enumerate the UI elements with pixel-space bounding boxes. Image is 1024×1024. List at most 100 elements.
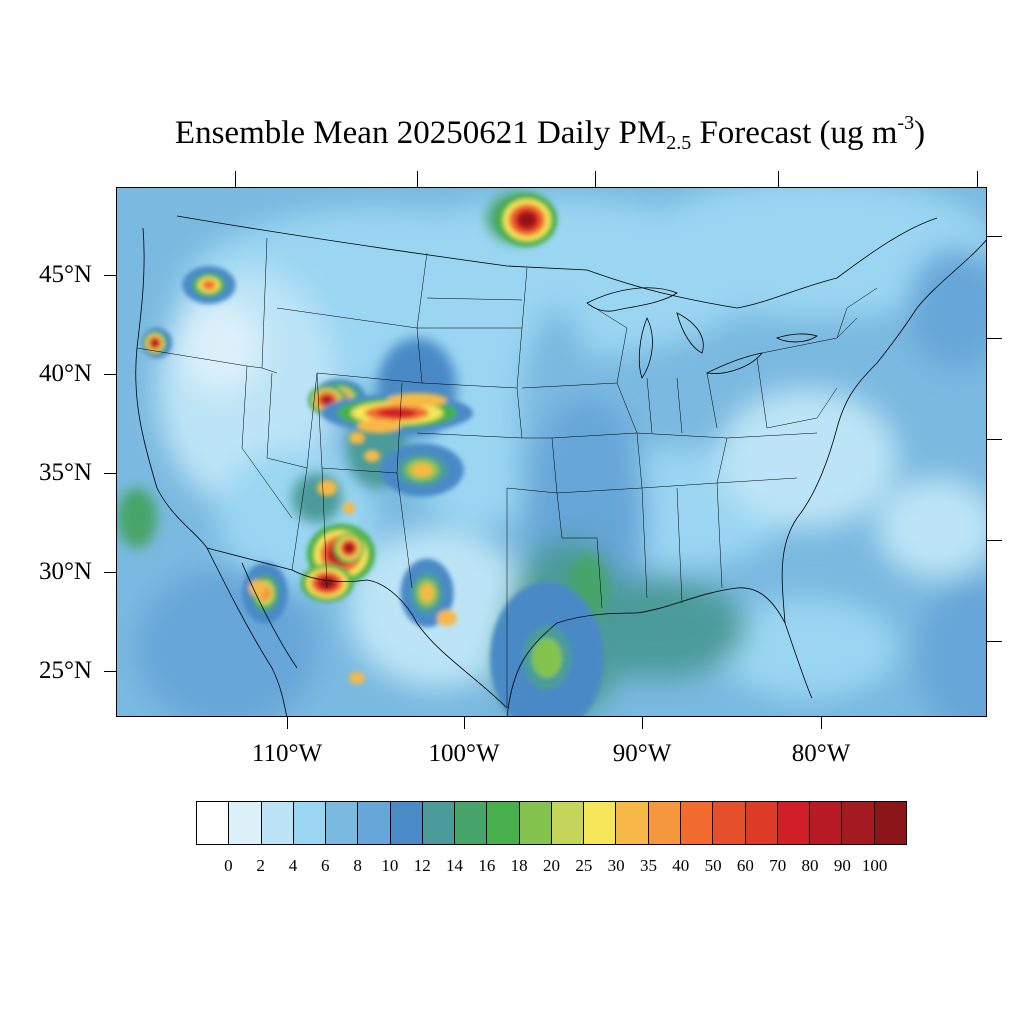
lat-label-35n: 35°N bbox=[38, 459, 92, 486]
lat-tick bbox=[104, 473, 116, 474]
new-mexico-fire-2 bbox=[333, 532, 365, 564]
lat-tick bbox=[104, 275, 116, 276]
mexico-border bbox=[206, 547, 508, 709]
gulf-coast-texas bbox=[490, 582, 604, 716]
top-tick bbox=[235, 171, 236, 187]
colorbar-tick-label: 25 bbox=[575, 856, 593, 875]
boundary-lines bbox=[135, 215, 986, 716]
colorbar-swatch bbox=[519, 802, 552, 844]
lat-label-40n: 40°N bbox=[38, 360, 92, 387]
colorbar-swatch bbox=[874, 802, 906, 844]
colorbar-swatch bbox=[551, 802, 585, 844]
hotspot-contour bbox=[317, 480, 337, 496]
lat-tick bbox=[104, 671, 116, 672]
lake-michigan bbox=[638, 317, 653, 379]
colorbar-tick-label: 8 bbox=[353, 856, 362, 875]
manitoba-fire bbox=[496, 193, 558, 247]
colorbar-swatch bbox=[422, 802, 456, 844]
colorbar-tick-label: 90 bbox=[833, 856, 851, 875]
colorbar-swatch bbox=[326, 802, 359, 844]
pm25-map bbox=[117, 188, 986, 716]
colorbar-tick-label: 50 bbox=[704, 856, 722, 875]
hotspot-contour bbox=[202, 280, 216, 290]
top-tick bbox=[417, 171, 418, 187]
colorbar-tick-label: 14 bbox=[446, 856, 464, 875]
colorbar-swatch bbox=[745, 802, 778, 844]
colorbar-tick-label: 70 bbox=[769, 856, 787, 875]
lon-label-80w: 80°W bbox=[791, 740, 851, 767]
hotspot-contour bbox=[420, 584, 434, 602]
concentration-field bbox=[137, 188, 986, 716]
canada-border bbox=[176, 215, 938, 309]
title-suffix: ) bbox=[914, 115, 926, 151]
lake-huron bbox=[676, 312, 704, 354]
lon-label-90w: 90°W bbox=[612, 740, 672, 767]
colorbar-tick-label: 20 bbox=[543, 856, 560, 875]
lat-label-45n: 45°N bbox=[38, 261, 92, 288]
hotspot-contour bbox=[437, 610, 457, 626]
title-subscript: 2.5 bbox=[666, 132, 692, 154]
colorbar-swatch bbox=[810, 802, 843, 844]
atlantic-coastline bbox=[781, 239, 986, 624]
colorbar-swatch bbox=[455, 802, 488, 844]
colorbar-swatch bbox=[229, 802, 262, 844]
hotspot-contour bbox=[519, 213, 535, 227]
hotspot-contour bbox=[322, 396, 332, 404]
colorbar-swatch bbox=[390, 802, 423, 844]
colorbar-tick-label: 30 bbox=[607, 856, 625, 875]
colorbar-tick-label: 6 bbox=[321, 856, 330, 875]
texas-panhandle bbox=[380, 443, 464, 497]
lake-ontario bbox=[775, 333, 818, 343]
colorbar-swatch bbox=[648, 802, 681, 844]
gulf-of-california bbox=[241, 562, 298, 669]
colorbar-swatch bbox=[584, 802, 617, 844]
colorbar-tick-label: 16 bbox=[478, 856, 496, 875]
baja-fire bbox=[242, 562, 288, 624]
hotspot-contour bbox=[345, 544, 353, 552]
chart-title: Ensemble Mean 20250621 Daily PM2.5 Forec… bbox=[0, 112, 1024, 155]
colorbar-tick-label: 35 bbox=[639, 856, 657, 875]
colorbar-swatch bbox=[487, 802, 520, 844]
colorbar-tick-label: 10 bbox=[381, 856, 399, 875]
hotspot-contour bbox=[349, 672, 365, 684]
gulf-coastline bbox=[506, 587, 813, 716]
map-panel bbox=[116, 187, 987, 717]
lat-label-30n: 30°N bbox=[38, 558, 92, 585]
title-superscript: -3 bbox=[897, 112, 915, 134]
colorbar-swatch bbox=[197, 802, 230, 844]
lon-tick bbox=[642, 717, 643, 729]
title-main: Ensemble Mean 20250621 Daily PM bbox=[174, 115, 667, 151]
hotspot-layer bbox=[141, 193, 604, 716]
pacific-coastline bbox=[135, 227, 208, 549]
colorbar bbox=[196, 801, 907, 845]
right-tick bbox=[987, 540, 1002, 541]
title-units: Forecast (ug m bbox=[691, 115, 898, 151]
hotspot-contour bbox=[364, 450, 380, 462]
top-tick bbox=[778, 171, 779, 187]
lake-superior bbox=[586, 287, 678, 312]
top-tick bbox=[977, 171, 978, 187]
hotspot-contour bbox=[152, 340, 158, 346]
lon-tick bbox=[464, 717, 465, 729]
hotspot-contour bbox=[357, 419, 401, 433]
colorbar-tick-label: 0 bbox=[224, 856, 233, 875]
nw-california-fire bbox=[143, 331, 167, 355]
colorbar-tick-label: 60 bbox=[736, 856, 754, 875]
colorbar-tick-label: 100 bbox=[861, 856, 888, 875]
colorbar-tick-label: 4 bbox=[288, 856, 298, 875]
colorbar-swatch bbox=[842, 802, 875, 844]
colorbar-swatch bbox=[293, 802, 327, 844]
colorbar-tick-label: 40 bbox=[672, 856, 690, 875]
colorbar-swatch bbox=[777, 802, 811, 844]
colorbar-tick-label: 80 bbox=[801, 856, 819, 875]
colorbar-swatch bbox=[616, 802, 649, 844]
colorbar-swatch bbox=[358, 802, 391, 844]
colorbar-tick-label: 12 bbox=[413, 856, 431, 875]
hotspot-contour bbox=[377, 408, 417, 418]
top-tick bbox=[595, 171, 596, 187]
hotspot-contour bbox=[411, 463, 433, 477]
right-tick bbox=[987, 439, 1002, 440]
colorbar-tick-label: 2 bbox=[256, 856, 265, 875]
baja-coastline bbox=[206, 547, 288, 716]
